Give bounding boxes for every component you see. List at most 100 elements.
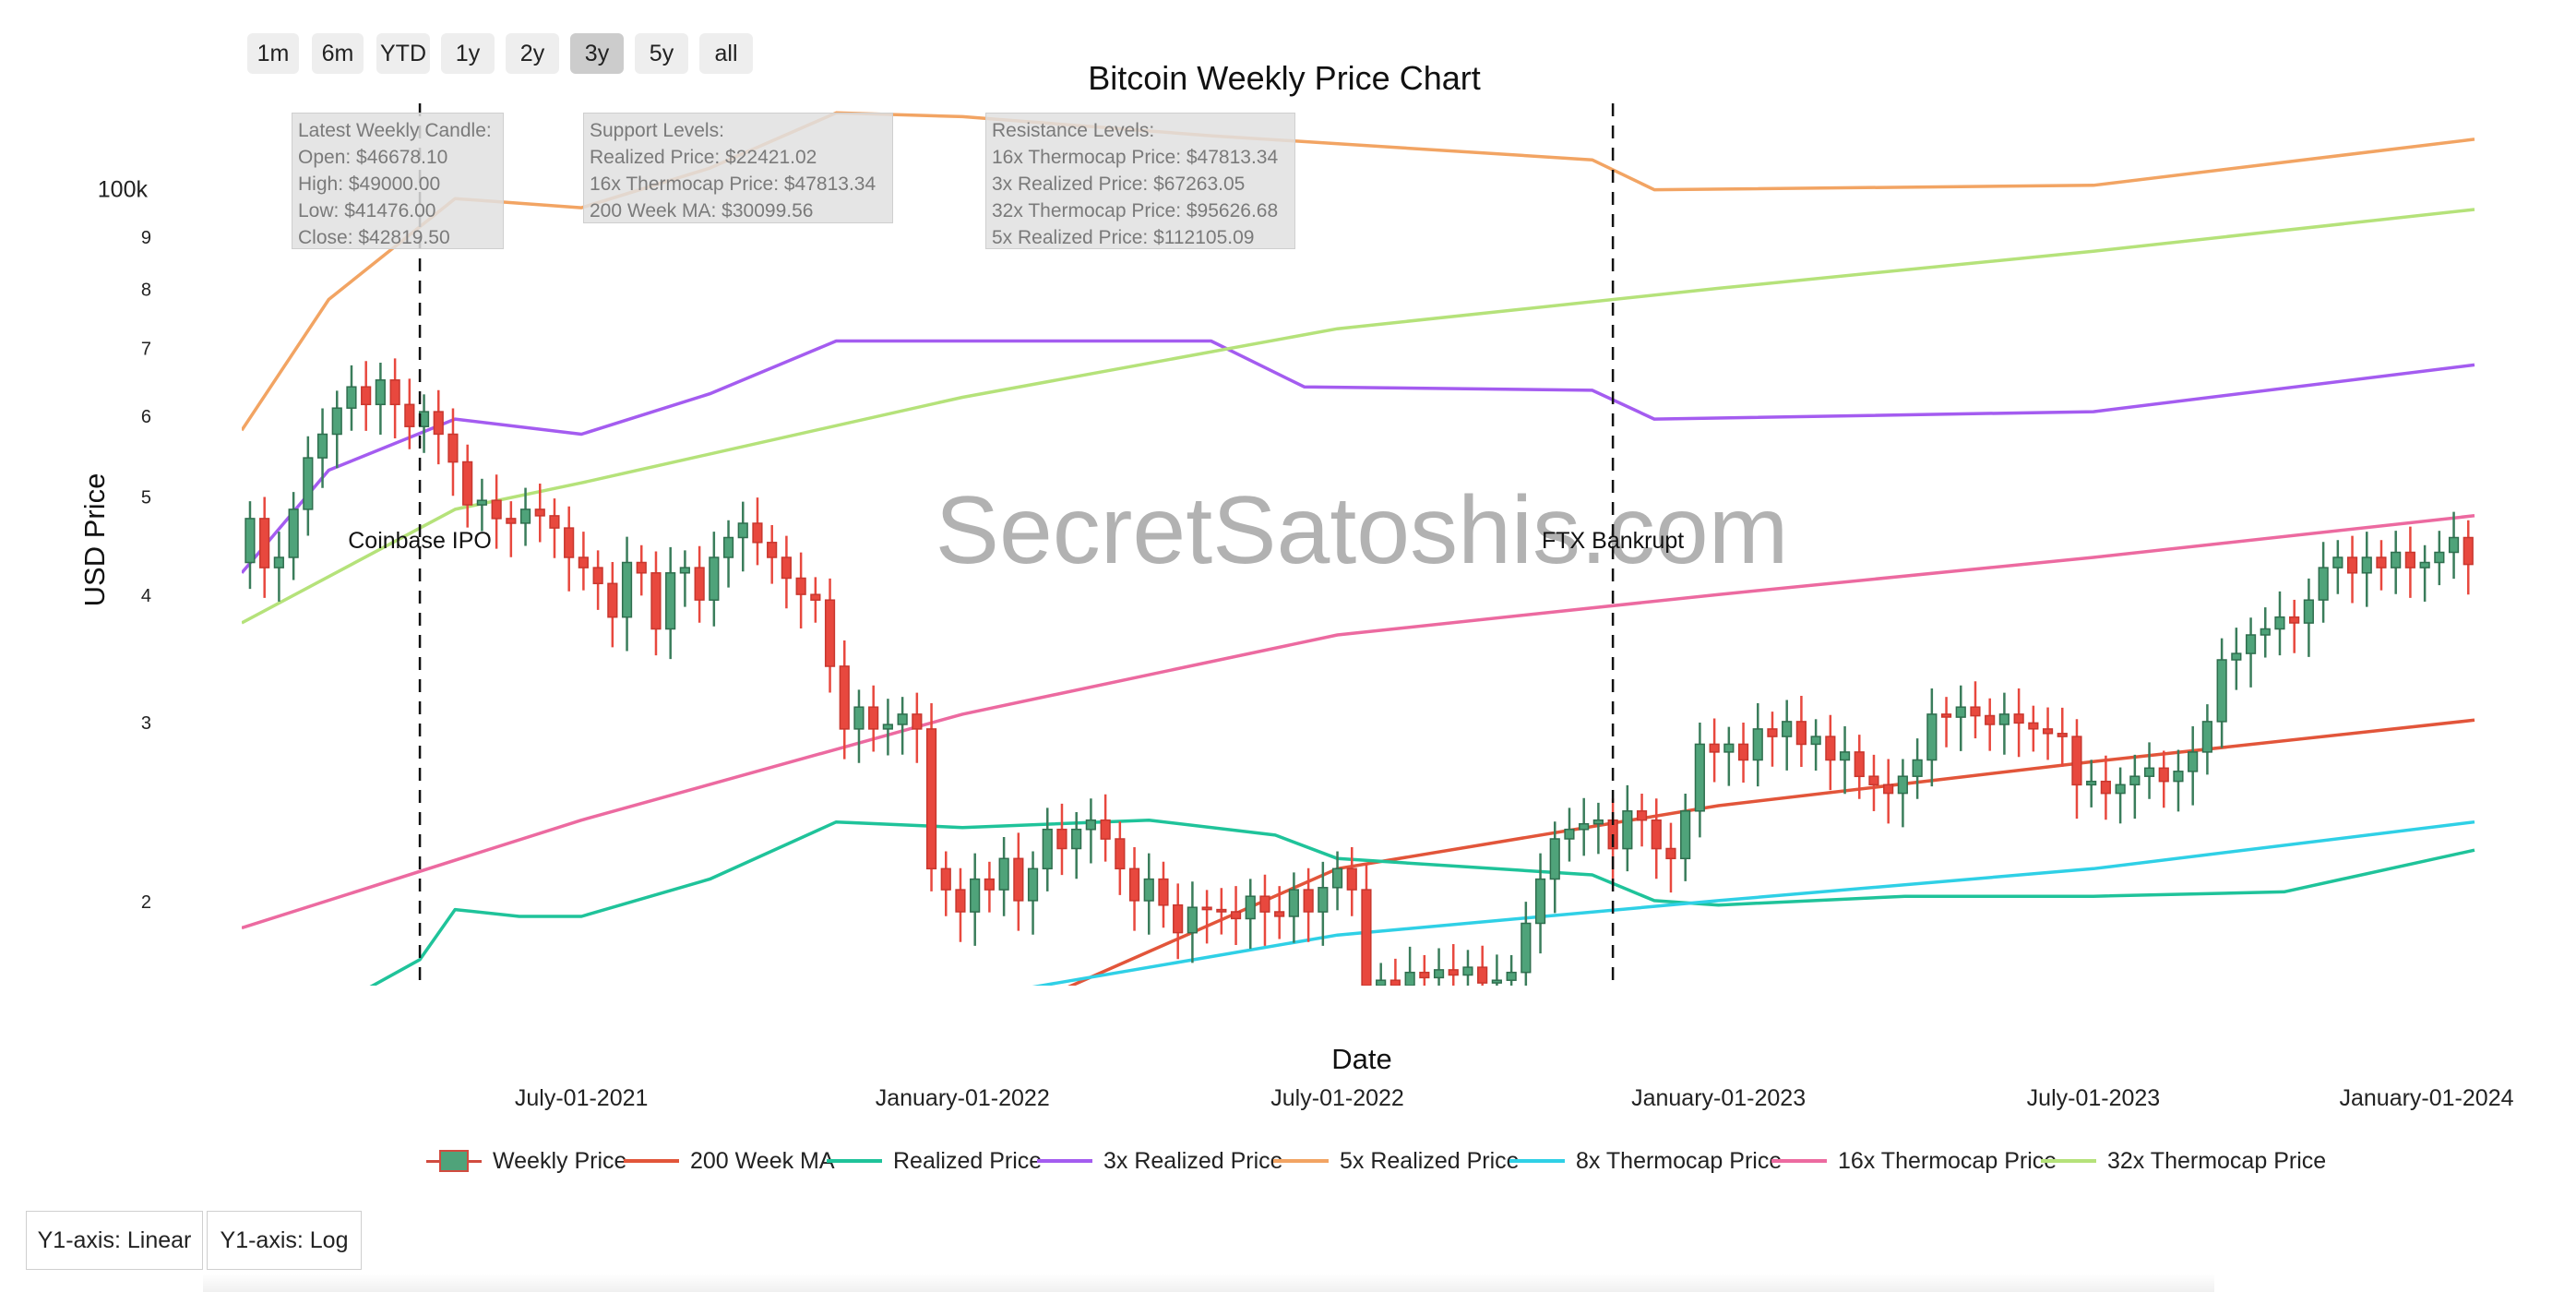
candle: [433, 389, 444, 465]
chart-title: Bitcoin Weekly Price Chart: [1088, 59, 1480, 97]
range-button-all[interactable]: all: [699, 33, 753, 74]
candle: [2361, 532, 2372, 607]
candle: [519, 487, 531, 546]
candle: [1100, 794, 1111, 862]
y-tick-label: 8: [141, 280, 151, 300]
range-button-6m[interactable]: 6m: [312, 33, 364, 74]
candle: [1303, 867, 1314, 942]
latest-candle-title: Latest Weekly Candle:: [298, 120, 492, 141]
legend-label: Realized Price: [893, 1147, 1043, 1174]
candle: [1173, 883, 1184, 960]
candle: [2376, 540, 2387, 591]
range-button-3y[interactable]: 3y: [570, 33, 624, 74]
candle: [1143, 853, 1154, 935]
candle: [1782, 700, 1793, 771]
candle: [361, 361, 372, 431]
candle: [1346, 846, 1357, 916]
x-tick-label: January-01-2024: [2339, 1085, 2513, 1111]
candle: [1534, 853, 1546, 954]
latest-close: Close: $42819.50: [298, 227, 450, 248]
candle: [882, 699, 893, 756]
candle: [1331, 851, 1343, 911]
weekly-candles: [42, 358, 2474, 986]
y-tick-label: 2: [141, 892, 151, 913]
legend-item-realized-price[interactable]: Realized Price: [827, 1144, 1042, 1178]
legend-item-32x-thermocap-price[interactable]: 32x Thermocap Price: [2041, 1144, 2326, 1178]
candle: [1680, 794, 1691, 881]
range-button-ytd[interactable]: YTD: [376, 33, 430, 74]
candle: [1187, 881, 1198, 963]
support-levels-box: Support Levels: Realized Price: $22421.0…: [583, 113, 893, 223]
candle: [853, 689, 865, 763]
range-button-1y[interactable]: 1y: [441, 33, 495, 74]
candle: [1665, 822, 1676, 893]
candle: [1128, 846, 1140, 931]
legend-label: 16x Thermocap Price: [1838, 1147, 2057, 1174]
legend-item-5x-realized-price[interactable]: 5x Realized Price: [1273, 1144, 1520, 1178]
support-ma200: 200 Week MA: $30099.56: [590, 200, 814, 221]
y-tick-label: 6: [141, 407, 151, 427]
range-button-1m[interactable]: 1m: [247, 33, 299, 74]
candle: [2260, 607, 2271, 658]
candle: [2201, 704, 2212, 775]
candle: [534, 484, 545, 543]
candle: [2013, 688, 2024, 758]
candle: [2245, 617, 2257, 688]
candle: [42, 658, 52, 727]
legend-item-8x-thermocap-price[interactable]: 8x Thermocap Price: [1509, 1144, 1782, 1178]
range-button-5y[interactable]: 5y: [635, 33, 688, 74]
candle: [1404, 946, 1415, 986]
candle: [375, 362, 386, 435]
candle: [1955, 685, 1966, 751]
candle: [2391, 531, 2402, 594]
range-button-2y[interactable]: 2y: [506, 33, 559, 74]
candle: [955, 867, 966, 942]
candle: [1259, 874, 1270, 946]
axis-ticks: 2 3 4 5 6 7 8 9 100k July-01-2021 January-01-2022 J…: [98, 177, 2514, 1111]
candle: [1970, 681, 1981, 739]
candle: [231, 488, 240, 585]
candle: [2143, 742, 2155, 799]
candle: [2129, 754, 2141, 819]
candle: [940, 851, 951, 916]
candle: [2463, 520, 2474, 595]
candle: [447, 408, 459, 496]
legend-item-weekly-price[interactable]: Weekly Price: [426, 1144, 626, 1178]
latest-low: Low: $41476.00: [298, 200, 436, 221]
y-axis-log-button[interactable]: Y1-axis: Log: [207, 1211, 362, 1270]
x-tick-label: July-01-2022: [1270, 1085, 1404, 1111]
resistance-thermo32x: 32x Thermocap Price: $95626.68: [992, 200, 1279, 221]
legend-item-16x-thermocap-price[interactable]: 16x Thermocap Price: [1771, 1144, 2057, 1178]
legend-label: 3x Realized Price: [1103, 1147, 1283, 1174]
legend-label: 32x Thermocap Price: [2107, 1147, 2327, 1174]
candle: [115, 501, 125, 556]
candle: [331, 390, 342, 469]
candle: [1592, 802, 1604, 855]
candle: [288, 492, 299, 580]
support-thermo16x: 16x Thermocap Price: $47813.34: [590, 173, 877, 195]
candle: [1926, 688, 1938, 787]
candle: [1985, 698, 1996, 751]
legend-item-3x-realized-price[interactable]: 3x Realized Price: [1037, 1144, 1283, 1178]
legend: Weekly Price 200 Week MA Realized Price …: [0, 1144, 2576, 1181]
latest-open: Open: $46678.10: [298, 147, 448, 168]
candle: [129, 511, 138, 579]
x-tick-label: January-01-2022: [876, 1085, 1050, 1111]
candle: [346, 365, 357, 431]
resistance-realized5x: 5x Realized Price: $112105.09: [992, 227, 1255, 248]
legend-item-200-week-ma[interactable]: 200 Week MA: [624, 1144, 835, 1178]
candle: [912, 692, 923, 763]
candle: [578, 532, 589, 591]
candle: [1361, 864, 1372, 986]
y-axis-linear-button[interactable]: Y1-axis: Linear: [26, 1211, 203, 1270]
watermark: SecretSatoshis.com: [936, 477, 1789, 584]
candle: [694, 545, 705, 623]
candle: [1825, 714, 1836, 791]
candle: [1042, 808, 1053, 891]
line-swatch-icon: [1037, 1147, 1092, 1175]
line-swatch-icon: [827, 1147, 882, 1175]
candle: [1216, 888, 1227, 935]
annotation-label: FTX Bankrupt: [1542, 528, 1684, 554]
